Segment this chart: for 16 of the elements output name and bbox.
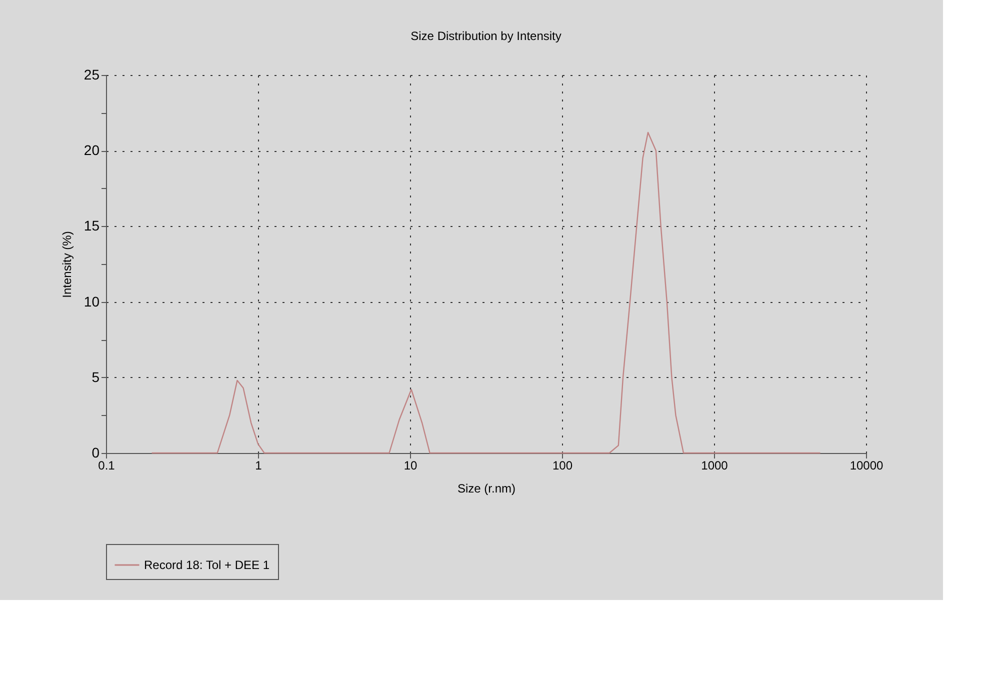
y-tick-label: 20 [84, 142, 100, 158]
x-tick-label: 10 [404, 458, 418, 472]
y-tick-label: 0 [92, 444, 100, 460]
x-axis-title: Size (r.nm) [457, 482, 516, 496]
x-tick-label: 0.1 [98, 458, 116, 472]
y-tick-label: 15 [84, 218, 100, 234]
x-tick-label: 100 [552, 458, 573, 472]
y-axis-title: Intensity (%) [60, 231, 74, 298]
y-tick-label: 10 [84, 293, 100, 310]
chart-title: Size Distribution by Intensity [410, 29, 562, 43]
x-tick-label: 1 [255, 458, 262, 472]
y-tick-label: 25 [84, 66, 100, 82]
x-tick-label: 10000 [850, 458, 884, 472]
x-tick-label: 1000 [701, 458, 728, 472]
legend-label: Record 18: Tol + DEE 1 [144, 558, 270, 572]
y-tick-label: 5 [92, 368, 100, 385]
